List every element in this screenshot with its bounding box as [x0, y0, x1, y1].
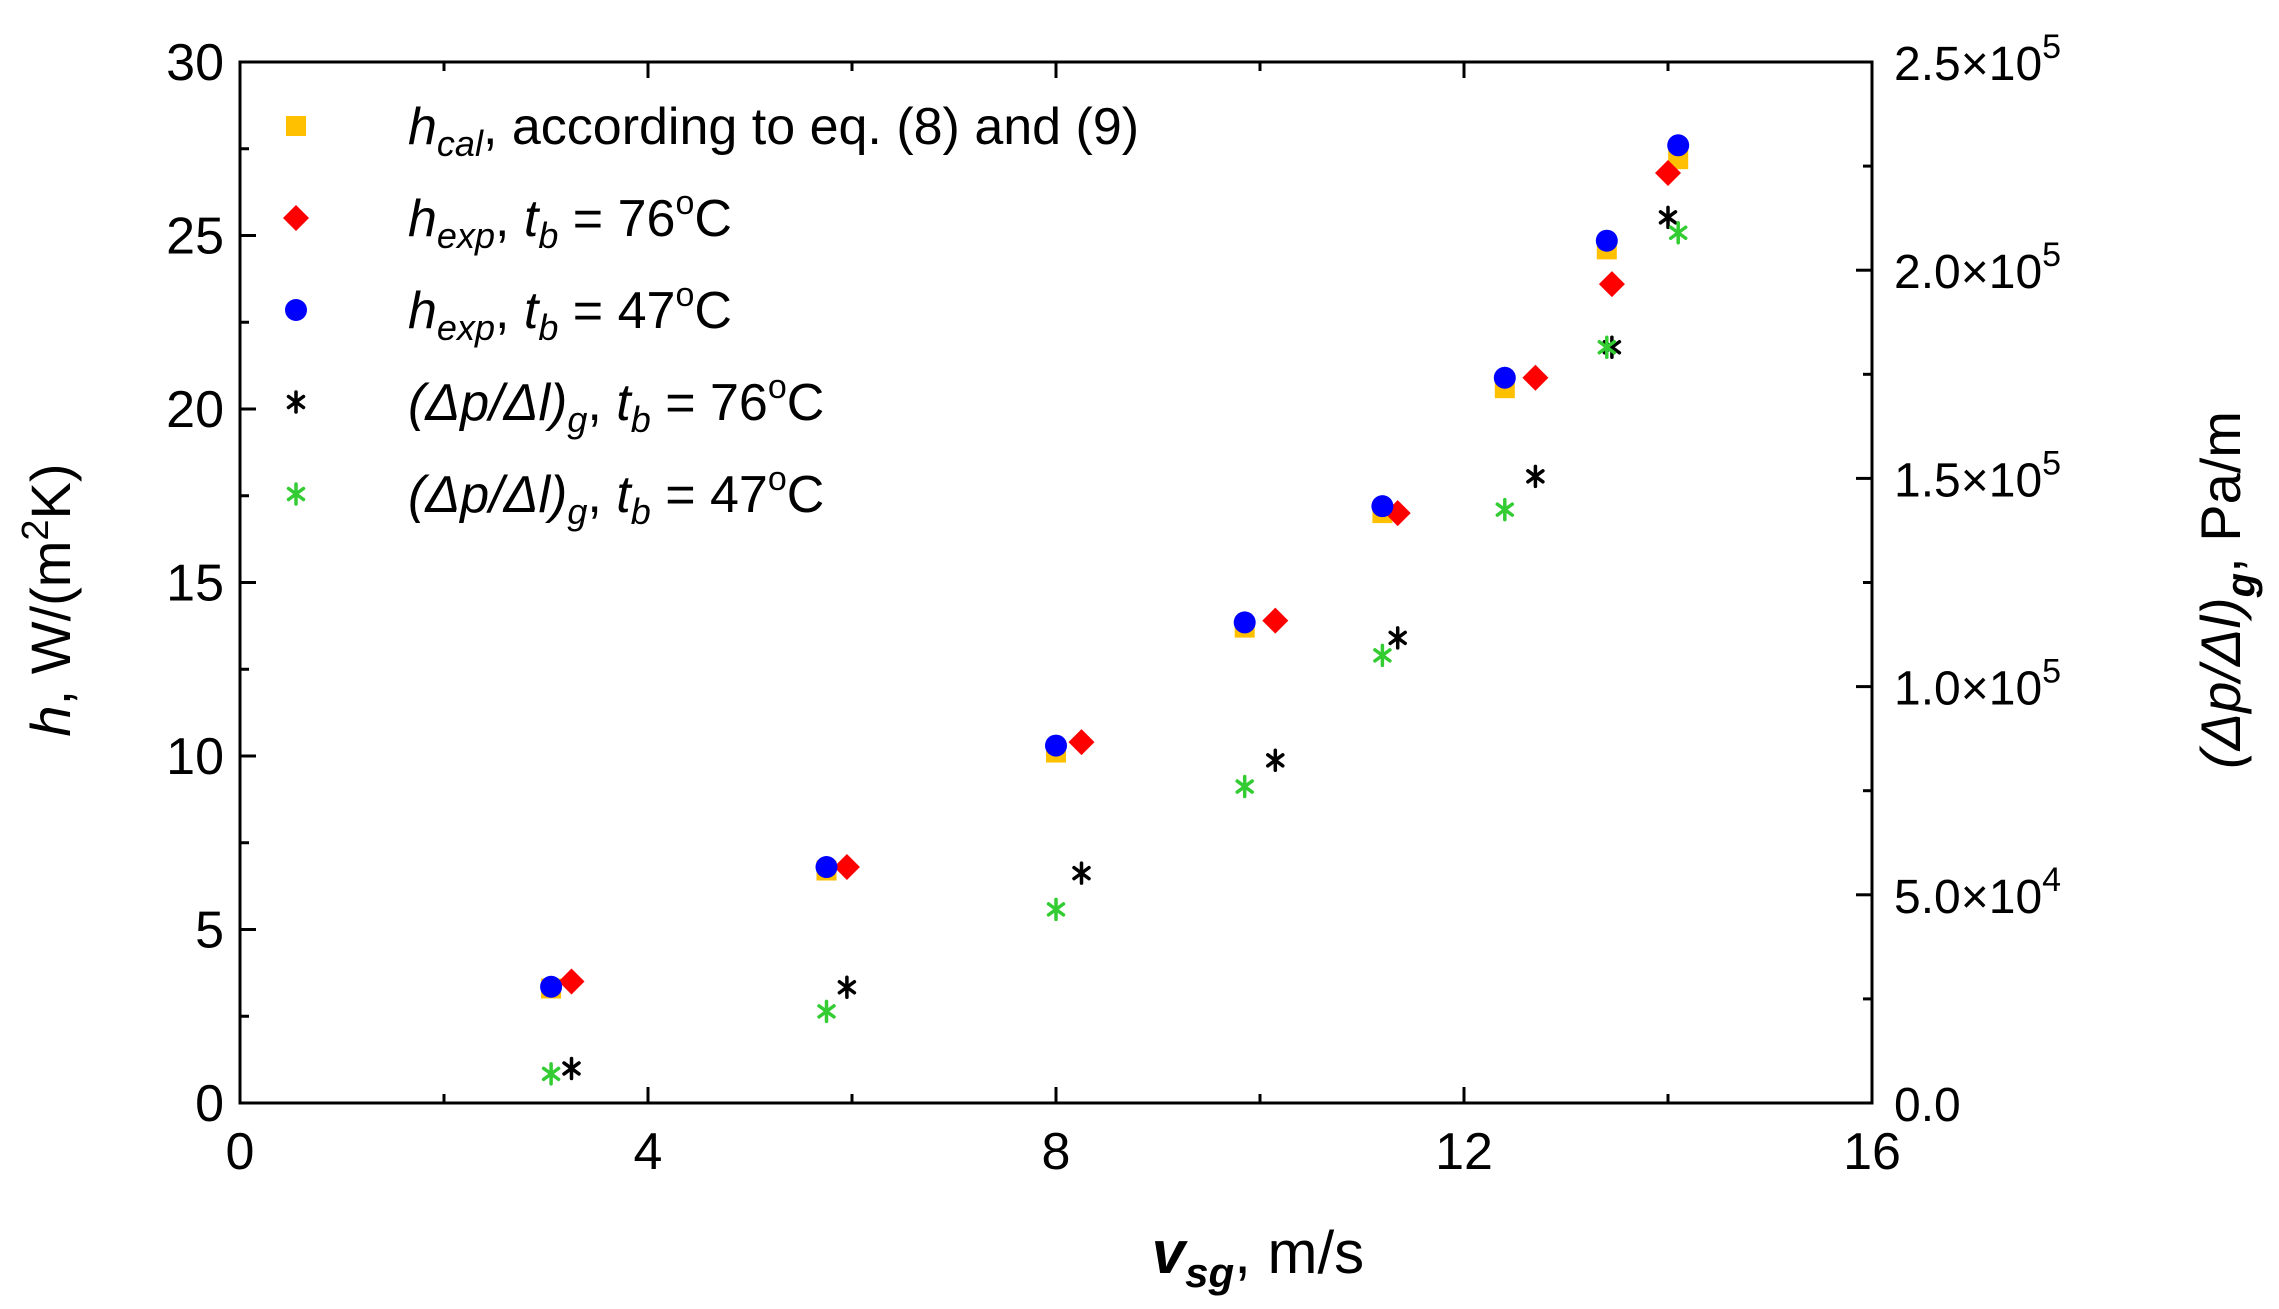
legend-label: hexp, tb = 76oC	[408, 184, 732, 256]
x-tick-label: 4	[634, 1123, 663, 1181]
data-point	[817, 999, 836, 1024]
y-axis-left: 0 5 10 15 20 25 30	[166, 34, 256, 1133]
data-point	[837, 975, 857, 999]
y-left-tick-label: 10	[166, 728, 224, 786]
data-point	[1235, 774, 1254, 799]
data-point	[1493, 366, 1516, 389]
legend-marker	[285, 299, 307, 321]
data-point	[1595, 229, 1618, 252]
legend: hcal, according to eq. (8) and (9) hexp, …	[283, 98, 1139, 532]
data-point	[1371, 495, 1394, 518]
data-point	[1522, 364, 1549, 391]
data-point	[541, 1062, 561, 1086]
y-axis-right: 0.0 5.0×104 1.0×105 1.5×105 2.0×105 2.5×105	[1856, 28, 2061, 1132]
data-points	[540, 134, 1690, 1086]
y-left-tick-label: 20	[166, 381, 224, 439]
y-right-tick-label: 2.0×105	[1894, 236, 2061, 299]
data-point	[1072, 861, 1091, 885]
y-right-tick-label: 1.5×105	[1894, 444, 2061, 507]
data-point	[1068, 729, 1095, 756]
y-left-tick-label: 25	[166, 208, 224, 266]
x-tick-label: 8	[1042, 1123, 1071, 1181]
series-2	[540, 134, 1690, 998]
y-right-tick-label: 2.5×105	[1894, 28, 2061, 91]
data-point	[1373, 643, 1392, 668]
y-left-tick-label: 15	[166, 555, 224, 613]
y-axis-right-label: (Δp/Δl)g, Pa/m	[2189, 411, 2263, 769]
data-point	[1667, 134, 1690, 157]
data-point	[1045, 734, 1067, 757]
data-point	[1597, 335, 1617, 359]
x-axis-label: vsg, m/s	[1152, 1219, 1364, 1296]
y-left-tick-label: 5	[195, 902, 224, 960]
legend-label: hcal, according to eq. (8) and (9)	[408, 98, 1139, 164]
legend-marker	[283, 205, 309, 231]
y-left-tick-label: 0	[195, 1075, 224, 1133]
y-right-tick-label: 0.0	[1894, 1079, 1961, 1132]
data-point	[1658, 205, 1678, 230]
legend-marker	[286, 390, 306, 414]
x-tick-label: 16	[1843, 1123, 1901, 1181]
legend-label: hexp, tb = 47oC	[408, 276, 732, 348]
axis-labels: vsg, m/s h, W/(m2K) (Δp/Δl)g, Pa/m	[15, 411, 2263, 1296]
legend-marker	[286, 482, 306, 506]
y-right-tick-label: 1.0×105	[1894, 653, 2061, 716]
svg-text:h, W/(m2K): h, W/(m2K)	[15, 463, 82, 736]
data-point	[1233, 611, 1256, 634]
x-axis: 0 4 8 12 16	[226, 62, 1901, 1181]
y-axis-left-label: h, W/(m2K)	[15, 463, 82, 736]
data-point	[1526, 464, 1545, 489]
series-0	[541, 149, 1689, 999]
svg-text:(Δp/Δl)g, Pa/m: (Δp/Δl)g, Pa/m	[2189, 411, 2263, 769]
y-left-tick-label: 30	[166, 34, 224, 92]
legend-marker	[286, 116, 306, 136]
x-tick-label: 0	[226, 1123, 255, 1181]
data-point	[1495, 497, 1515, 522]
data-point	[815, 856, 838, 879]
data-point	[540, 975, 563, 998]
data-point	[833, 854, 860, 881]
x-tick-label: 12	[1435, 1123, 1493, 1181]
data-point	[1388, 626, 1407, 650]
series-3	[562, 205, 1678, 1081]
y-right-tick-label: 5.0×104	[1894, 861, 2061, 924]
data-point	[1598, 271, 1625, 298]
data-point	[1046, 897, 1066, 922]
data-point	[558, 968, 585, 995]
series-1	[558, 160, 1681, 995]
legend-label: (Δp/Δl)g, tb = 47oC	[408, 460, 824, 532]
data-point	[1262, 607, 1289, 634]
data-point	[1668, 220, 1688, 245]
series-4	[541, 220, 1688, 1086]
data-point	[1655, 160, 1681, 187]
legend-label: (Δp/Δl)g, tb = 76oC	[408, 368, 824, 440]
data-point	[562, 1056, 581, 1081]
data-point	[1266, 748, 1285, 773]
